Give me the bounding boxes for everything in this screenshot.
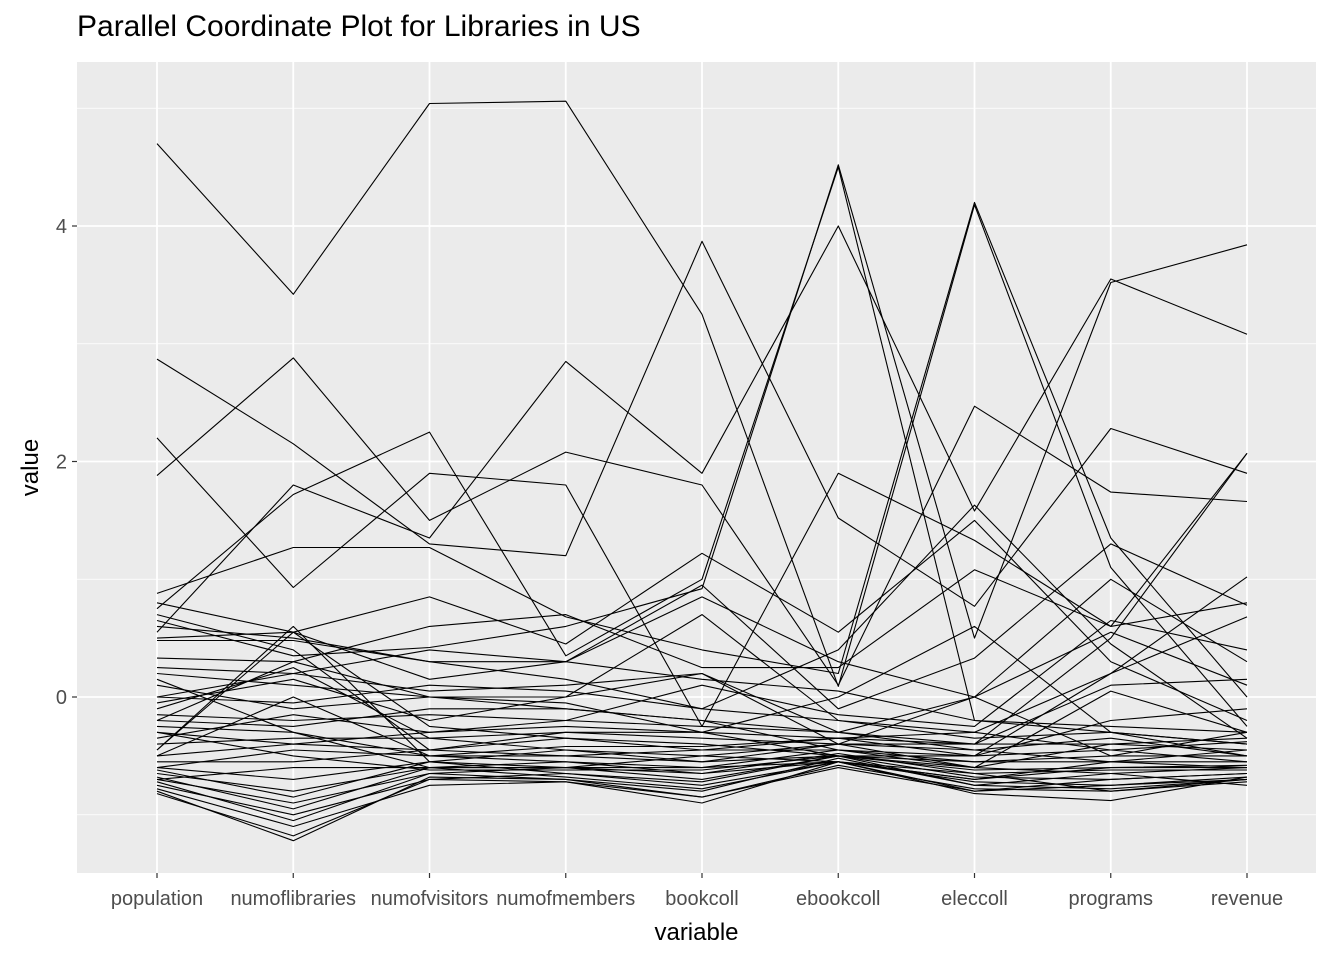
series-line bbox=[156, 569, 1248, 669]
x-tick-label: numofvisitors bbox=[371, 888, 489, 910]
series-line bbox=[156, 100, 1248, 727]
series-line bbox=[156, 696, 1248, 757]
x-tick-label: population bbox=[111, 888, 203, 910]
x-axis: population numoflibraries numofvisitors num… bbox=[111, 873, 1283, 910]
x-tick-label: numoflibraries bbox=[230, 888, 356, 910]
series-line bbox=[156, 690, 1248, 769]
series-line bbox=[156, 761, 1248, 816]
series-line bbox=[156, 678, 1248, 745]
series-line bbox=[156, 166, 1248, 757]
series-line bbox=[156, 543, 1248, 710]
x-tick-label: programs bbox=[1069, 888, 1153, 910]
series-line bbox=[156, 225, 1248, 633]
series-line bbox=[156, 731, 1248, 771]
x-tick-label: bookcoll bbox=[665, 888, 738, 910]
series-line bbox=[156, 737, 1248, 769]
x-tick-label: ebookcoll bbox=[796, 888, 881, 910]
series-line bbox=[156, 757, 1248, 822]
series-line bbox=[156, 240, 1248, 607]
series-line bbox=[156, 684, 1248, 745]
series-line bbox=[156, 452, 1248, 745]
series-line bbox=[157, 639, 1248, 733]
x-tick-label: revenue bbox=[1211, 888, 1283, 910]
series-line bbox=[156, 761, 1248, 837]
series-line bbox=[156, 764, 1248, 842]
series-line bbox=[156, 725, 1248, 769]
y-tick-label: 4 bbox=[56, 216, 67, 238]
series-line bbox=[156, 761, 1248, 810]
x-tick-label: numofmembers bbox=[496, 888, 635, 910]
series-line bbox=[156, 625, 1248, 769]
x-axis-title: variable bbox=[654, 919, 738, 946]
y-tick-label: 2 bbox=[56, 452, 67, 474]
x-tick-label: eleccoll bbox=[941, 888, 1008, 910]
y-axis-title: value bbox=[17, 439, 44, 496]
series-line bbox=[156, 201, 1248, 698]
series-lines bbox=[156, 100, 1248, 842]
chart-title: Parallel Coordinate Plot for Libraries i… bbox=[77, 10, 641, 43]
series-line bbox=[156, 672, 1248, 757]
series-line bbox=[156, 667, 1248, 786]
y-axis: 0 2 4 bbox=[56, 216, 77, 709]
series-line bbox=[156, 678, 1248, 792]
series-line bbox=[156, 755, 1248, 798]
series-line bbox=[156, 164, 1248, 657]
series-line bbox=[156, 357, 1248, 686]
series-line bbox=[156, 576, 1248, 733]
series-line bbox=[156, 625, 1248, 757]
series-line bbox=[156, 619, 1248, 739]
series-line bbox=[156, 519, 1248, 722]
minor-gridlines bbox=[77, 107, 1316, 816]
series-line bbox=[156, 755, 1248, 804]
y-tick-label: 0 bbox=[56, 687, 67, 709]
